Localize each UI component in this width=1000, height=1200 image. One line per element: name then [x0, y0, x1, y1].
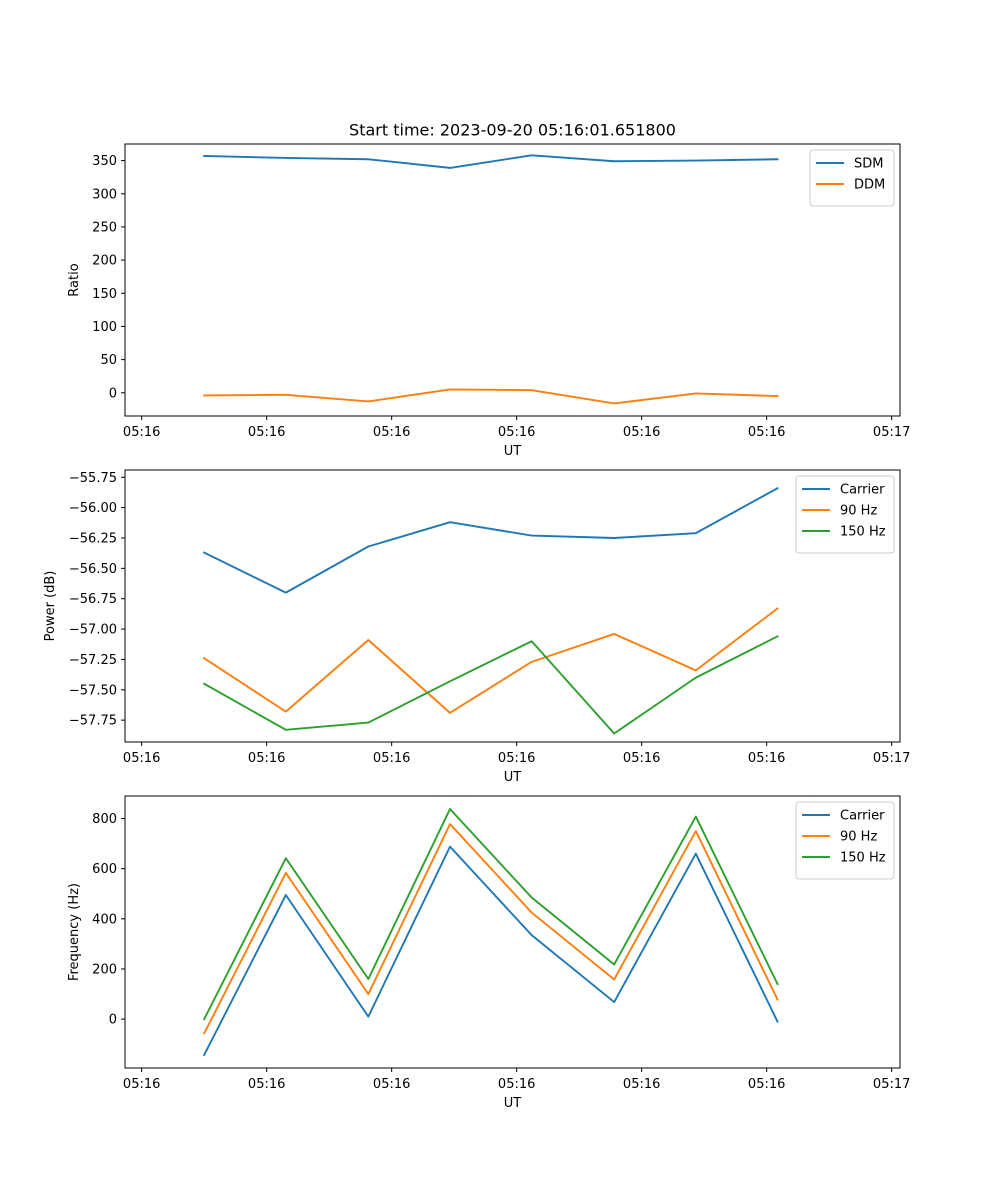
ratio-x-tick-label: 05:16 [373, 425, 410, 440]
ratio-y-tick-label: 250 [92, 220, 117, 235]
power-y-tick-label: −56.25 [69, 532, 117, 547]
ratio-panel: 05:16 05:16 05:16 05:16 05:16 05:16 05:17 0 50 10… [67, 143, 910, 459]
power-x-tick-label: 05:16 [498, 751, 535, 766]
power-series-150-hz-line [202, 635, 779, 735]
power-y-tick-label: −57.50 [69, 683, 117, 698]
frequency-series-150-hz-line [202, 808, 779, 1021]
ratio-y-tick-label: 350 [92, 154, 117, 169]
ratio-legend-box [809, 149, 895, 207]
ratio-y-tick-label: 300 [92, 187, 117, 202]
power-x-tick-label: 05:17 [873, 751, 910, 766]
frequency-y-tick-label: 800 [92, 812, 117, 827]
ratio-y-tick-label: 100 [92, 320, 117, 335]
power-y-tick-label: −57.75 [69, 714, 117, 729]
frequency-series-group [202, 808, 779, 1057]
power-legend-box [795, 475, 895, 554]
power-x-tick-label: 05:16 [123, 751, 160, 766]
frequency-legend-label-150-hz: 150 Hz [840, 851, 886, 866]
frequency-y-tick-label: 200 [92, 962, 117, 977]
power-x-tick-label: 05:16 [248, 751, 285, 766]
power-x-tick-label: 05:16 [748, 751, 785, 766]
power-y-axis-label: Power (dB) [43, 571, 58, 642]
ratio-legend-label-ddm: DDM [854, 178, 885, 193]
frequency-y-tick-label: 0 [109, 1013, 117, 1028]
ratio-x-tick-label: 05:16 [623, 425, 660, 440]
ratio-series-sdm-line [203, 154, 779, 169]
ratio-legend: SDM DDM [809, 149, 895, 207]
power-legend-label-90-hz: 90 Hz [840, 504, 877, 519]
ratio-x-tick-label: 05:16 [123, 425, 160, 440]
frequency-x-tick-label: 05:16 [123, 1077, 160, 1092]
ratio-y-tick-label: 200 [92, 254, 117, 269]
figure-title: Start time: 2023-09-20 05:16:01.651800 [349, 121, 676, 140]
ratio-y-tick-label: 150 [92, 287, 117, 302]
ratio-series-group [203, 154, 779, 405]
frequency-y-axis-label: Frequency (Hz) [67, 883, 82, 981]
frequency-legend-box [795, 801, 895, 880]
power-axes-frame [124, 469, 901, 743]
ratio-series-ddm-line [203, 388, 779, 405]
power-series-90-hz-line [202, 607, 779, 714]
power-y-tick-label: −56.00 [69, 501, 117, 516]
power-legend: Carrier 90 Hz 150 Hz [795, 475, 895, 554]
power-legend-label-150-hz: 150 Hz [840, 525, 886, 540]
power-x-tick-label: 05:16 [623, 751, 660, 766]
frequency-axes-frame [124, 795, 901, 1069]
power-x-tick-label: 05:16 [373, 751, 410, 766]
frequency-x-tick-label: 05:16 [248, 1077, 285, 1092]
power-y-tick-label: −55.75 [69, 471, 117, 486]
frequency-series-90-hz-line [202, 823, 779, 1035]
power-y-tick-label: −57.00 [69, 623, 117, 638]
frequency-x-tick-label: 05:16 [498, 1077, 535, 1092]
ratio-x-tick-label: 05:16 [498, 425, 535, 440]
ratio-x-tick-label: 05:16 [748, 425, 785, 440]
frequency-y-tick-label: 600 [92, 862, 117, 877]
ratio-axes-frame [124, 143, 901, 417]
frequency-x-tick-label: 05:17 [873, 1077, 910, 1092]
ratio-y-axis-label: Ratio [67, 263, 82, 296]
power-panel: 05:16 05:16 05:16 05:16 05:16 05:16 05:17 −57.7… [43, 469, 910, 785]
ratio-x-tick-label: 05:17 [873, 425, 910, 440]
power-y-tick-label: −56.50 [69, 562, 117, 577]
frequency-x-tick-label: 05:16 [748, 1077, 785, 1092]
power-y-tick-label: −57.25 [69, 653, 117, 668]
ratio-y-tick-label: 0 [109, 386, 117, 401]
power-series-carrier-line [202, 486, 779, 594]
power-y-tick-label: −56.75 [69, 592, 117, 607]
frequency-x-tick-label: 05:16 [623, 1077, 660, 1092]
frequency-legend-label-90-hz: 90 Hz [840, 830, 877, 845]
power-legend-label-carrier: Carrier [840, 483, 885, 498]
frequency-panel: 05:16 05:16 05:16 05:16 05:16 05:16 05:17 0 200 4… [67, 795, 910, 1111]
ratio-x-axis-label: UT [504, 444, 522, 459]
ratio-x-tick-label: 05:16 [248, 425, 285, 440]
frequency-legend: Carrier 90 Hz 150 Hz [795, 801, 895, 880]
ratio-y-tick-label: 50 [100, 353, 117, 368]
frequency-legend-label-carrier: Carrier [840, 809, 885, 824]
ratio-legend-label-sdm: SDM [854, 157, 883, 172]
power-series-group [202, 486, 779, 735]
frequency-series-carrier-line [202, 845, 779, 1057]
frequency-x-axis-label: UT [504, 1096, 522, 1111]
frequency-y-tick-label: 400 [92, 912, 117, 927]
power-x-axis-label: UT [504, 770, 522, 785]
frequency-x-tick-label: 05:16 [373, 1077, 410, 1092]
